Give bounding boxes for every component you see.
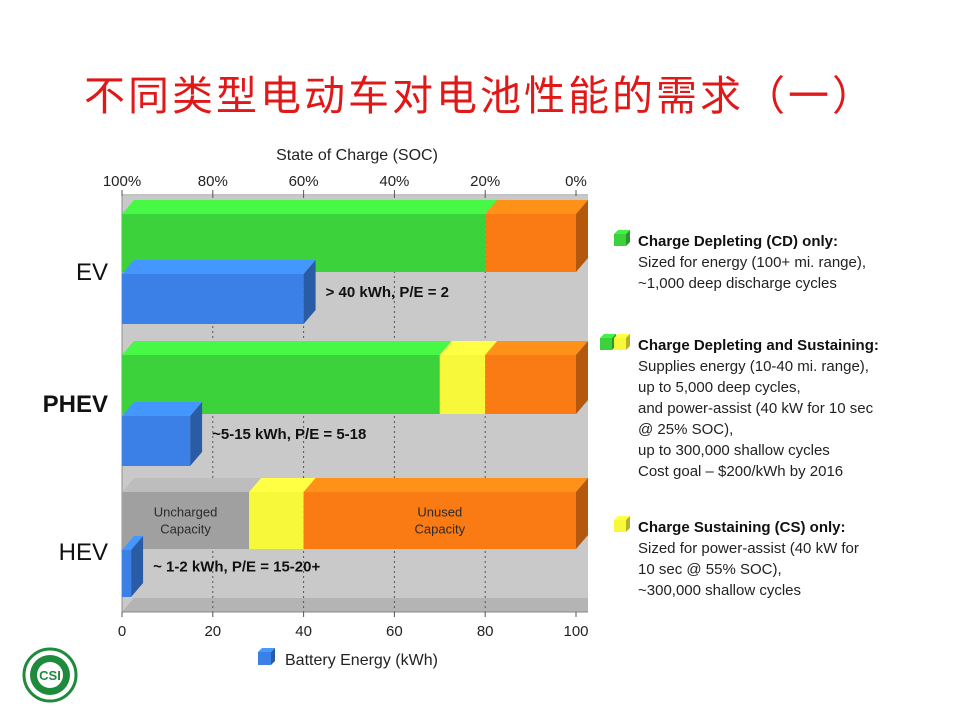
energy-axis: Battery Energy (kWh) 0 20 40 60 80 100 bbox=[118, 611, 589, 669]
soc-tick-label: 100% bbox=[103, 173, 141, 190]
legend-text-line: and power-assist (40 kW for 10 sec bbox=[638, 400, 874, 417]
soc-tick-label: 0% bbox=[565, 173, 587, 190]
category-label-ev: EV bbox=[76, 259, 108, 286]
legend-text-line: Sized for power-assist (40 kW for bbox=[638, 540, 859, 557]
energy-axis-title: Battery Energy (kWh) bbox=[285, 652, 438, 669]
soc-tick-label: 60% bbox=[289, 173, 319, 190]
slide-title: 不同类型电动车对电池性能的需求（一） bbox=[84, 72, 876, 120]
soc-bar-hev-uncharged: Uncharged Capacity bbox=[122, 478, 262, 549]
energy-tick-label: 60 bbox=[386, 623, 403, 640]
energy-bar-phev bbox=[122, 402, 203, 466]
energy-bar-label: > 40 kWh, P/E = 2 bbox=[326, 284, 449, 301]
legend-text-line: 10 sec @ 55% SOC), bbox=[638, 561, 782, 578]
bars: Uncharged Capacity Unused Capacity > 40 kWh,… bbox=[122, 200, 588, 597]
legend-text-line: Cost goal – $200/kWh by 2016 bbox=[638, 463, 843, 480]
energy-bar-label: ~ 1-2 kWh, P/E = 15-20+ bbox=[153, 559, 320, 576]
energy-tick-label: 40 bbox=[295, 623, 312, 640]
energy-bar-label: ~5-15 kWh, P/E = 5-18 bbox=[212, 426, 366, 443]
legend-item-2: Charge Depleting and Sustaining: Supplies… bbox=[600, 334, 879, 480]
svg-text:CSI: CSI bbox=[39, 668, 61, 683]
capacity-label: Unused bbox=[417, 505, 462, 520]
energy-tick-label: 0 bbox=[118, 623, 126, 640]
csi-logo-icon: CSI bbox=[22, 647, 78, 703]
legend-swatch bbox=[614, 338, 626, 350]
legend-text-line: Supplies energy (10-40 mi. range), bbox=[638, 358, 869, 375]
energy-tick-label: 20 bbox=[204, 623, 221, 640]
legend-text-line: ~1,000 deep discharge cycles bbox=[638, 275, 837, 292]
energy-bar-hev bbox=[122, 536, 144, 597]
soc-bar-hev-unused: Unused Capacity bbox=[303, 478, 588, 549]
capacity-label: Capacity bbox=[415, 522, 466, 537]
soc-bar-hev-cs bbox=[249, 478, 316, 549]
legend-text-line: up to 5,000 deep cycles, bbox=[638, 379, 801, 396]
legend-swatch bbox=[600, 338, 612, 350]
legend-heading: Charge Depleting and Sustaining: bbox=[638, 337, 879, 354]
soc-tick-label: 80% bbox=[198, 173, 228, 190]
legend-swatch bbox=[614, 234, 626, 246]
soc-axis: State of Charge (SOC) 100% 80% 60% 40% 20% 0% bbox=[103, 147, 588, 196]
soc-bar-ev-unused bbox=[485, 200, 588, 272]
category-labels: EV PHEV HEV bbox=[43, 259, 108, 566]
category-label-hev: HEV bbox=[59, 539, 108, 566]
capacity-label: Capacity bbox=[160, 522, 211, 537]
soc-tick-label: 40% bbox=[379, 173, 409, 190]
soc-bar-phev-cs bbox=[439, 341, 498, 414]
legend: Charge Depleting (CD) only: Sized for ene… bbox=[600, 230, 879, 599]
legend-swatch bbox=[614, 520, 626, 532]
battery-energy-swatch bbox=[258, 648, 275, 665]
soc-tick-label: 20% bbox=[470, 173, 500, 190]
legend-text-line: Sized for energy (100+ mi. range), bbox=[638, 254, 866, 271]
legend-text-line: @ 25% SOC), bbox=[638, 421, 733, 438]
legend-heading: Charge Sustaining (CS) only: bbox=[638, 519, 846, 536]
legend-item-3: Charge Sustaining (CS) only: Sized for po… bbox=[614, 516, 859, 599]
energy-tick-label: 100 bbox=[563, 623, 588, 640]
energy-tick-label: 80 bbox=[477, 623, 494, 640]
capacity-label: Uncharged bbox=[154, 505, 218, 520]
category-label-phev: PHEV bbox=[43, 391, 108, 418]
soc-bar-phev-unused bbox=[485, 341, 588, 414]
energy-bar-ev bbox=[122, 260, 316, 324]
legend-text-line: up to 300,000 shallow cycles bbox=[638, 442, 830, 459]
legend-heading: Charge Depleting (CD) only: bbox=[638, 233, 838, 250]
soc-axis-title: State of Charge (SOC) bbox=[276, 147, 438, 164]
legend-text-line: ~300,000 shallow cycles bbox=[638, 582, 801, 599]
legend-item-1: Charge Depleting (CD) only: Sized for ene… bbox=[614, 230, 866, 292]
